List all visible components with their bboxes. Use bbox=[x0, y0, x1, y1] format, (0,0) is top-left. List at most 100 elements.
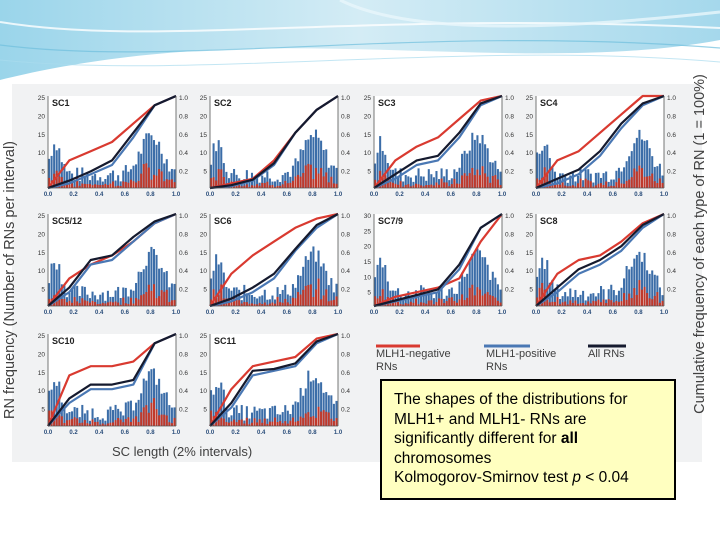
x-tick-label: 0.2 bbox=[69, 310, 78, 316]
histogram-bar-negative bbox=[615, 182, 618, 188]
histogram-bar-negative bbox=[620, 183, 623, 188]
histogram-bar-positive bbox=[394, 290, 397, 306]
histogram-bar-negative bbox=[137, 299, 140, 306]
histogram-bar-positive bbox=[653, 166, 656, 188]
histogram-bar-positive bbox=[124, 287, 127, 306]
histogram-bar-positive bbox=[386, 281, 389, 306]
histogram-bar-negative bbox=[299, 176, 302, 188]
histogram-bar-negative bbox=[124, 303, 127, 306]
histogram-bar-negative bbox=[307, 412, 310, 426]
y2-tick-label: 1.0 bbox=[179, 213, 188, 220]
histogram-bar-positive bbox=[289, 414, 292, 426]
histogram-bar-negative bbox=[317, 406, 320, 426]
histogram-bar-positive bbox=[112, 410, 115, 426]
histogram-bar-positive bbox=[284, 405, 287, 426]
histogram-bar-negative bbox=[106, 185, 109, 188]
histogram-bar-negative bbox=[215, 180, 218, 188]
note-line-5-value: < 0.04 bbox=[580, 469, 629, 486]
histogram-bar-negative bbox=[135, 416, 138, 426]
histogram-bar-positive bbox=[104, 420, 107, 426]
note-line-1: The shapes of the distributions for bbox=[394, 391, 628, 408]
histogram-bar-negative bbox=[635, 171, 638, 188]
histogram-bar-positive bbox=[147, 133, 150, 188]
y-tick-label: 20 bbox=[200, 351, 208, 358]
histogram-bar-positive bbox=[96, 299, 99, 306]
histogram-bar-negative bbox=[541, 177, 544, 188]
histogram-bar-negative bbox=[173, 182, 176, 188]
histogram-bar-negative bbox=[494, 297, 497, 306]
histogram-bar-positive bbox=[499, 171, 502, 188]
histogram-bar-negative bbox=[610, 185, 613, 188]
histogram-bar-positive bbox=[463, 150, 466, 188]
histogram-bar-positive bbox=[543, 145, 546, 188]
histogram-bar-positive bbox=[240, 181, 243, 188]
y2-tick-label: 0.6 bbox=[179, 370, 188, 377]
histogram-bar-negative bbox=[404, 184, 407, 188]
histogram-bar-negative bbox=[332, 299, 335, 306]
histogram-bar-negative bbox=[132, 181, 135, 188]
x-tick-label: 0.6 bbox=[447, 310, 456, 316]
histogram-bar-negative bbox=[243, 301, 246, 306]
y-tick-label: 15 bbox=[200, 132, 208, 139]
histogram-bar-positive bbox=[58, 264, 61, 306]
histogram-bar-positive bbox=[594, 172, 597, 188]
histogram-bar-positive bbox=[651, 270, 654, 306]
x-tick-label: 0.6 bbox=[121, 192, 130, 198]
x-tick-label: 1.0 bbox=[498, 310, 507, 316]
histogram-bar-positive bbox=[76, 407, 79, 426]
y-tick-label: 15 bbox=[526, 132, 534, 139]
histogram-bar-positive bbox=[402, 298, 405, 306]
histogram-bar-negative bbox=[314, 417, 318, 426]
histogram-bar-positive bbox=[302, 395, 305, 426]
histogram-bar-negative bbox=[648, 298, 651, 306]
histogram-bar-positive bbox=[155, 254, 158, 306]
histogram-bar-positive bbox=[658, 287, 661, 306]
histogram-bar-positive bbox=[210, 164, 213, 188]
histogram-bar-negative bbox=[86, 423, 89, 426]
x-tick-label: 0.8 bbox=[146, 310, 155, 316]
y-tick-label: 10 bbox=[364, 150, 372, 157]
histogram-bar-positive bbox=[309, 381, 312, 426]
histogram-bar-positive bbox=[94, 295, 97, 306]
y-tick-label: 15 bbox=[38, 250, 46, 257]
histogram-bar-positive bbox=[248, 418, 251, 426]
histogram-bar-positive bbox=[129, 169, 132, 188]
histogram-bar-negative bbox=[250, 185, 254, 188]
histogram-bar-positive bbox=[384, 154, 387, 188]
histogram-bar-positive bbox=[314, 261, 318, 306]
histogram-bar-positive bbox=[284, 284, 287, 306]
cumulative-line bbox=[209, 213, 339, 308]
legend-all: All RNs bbox=[588, 348, 625, 360]
x-tick-label: 0.4 bbox=[257, 310, 266, 316]
histogram-bar-negative bbox=[117, 185, 120, 188]
histogram-bar-positive bbox=[158, 378, 161, 426]
histogram-bar-positive bbox=[559, 173, 562, 188]
histogram-bar-positive bbox=[499, 289, 502, 306]
histogram-bar-positive bbox=[145, 380, 148, 426]
x-tick-label: 0.2 bbox=[557, 192, 566, 198]
histogram-bar-positive bbox=[623, 278, 626, 306]
histogram-bar-negative bbox=[427, 300, 430, 306]
histogram-bar-positive bbox=[299, 149, 302, 188]
histogram-bar-negative bbox=[648, 176, 651, 188]
histogram-bar-positive bbox=[571, 172, 574, 188]
histogram-bar-positive bbox=[286, 171, 289, 188]
histogram-bar-negative bbox=[468, 173, 471, 188]
histogram-bar-positive bbox=[76, 285, 79, 306]
histogram-bar-negative bbox=[160, 290, 163, 306]
histogram-bar-positive bbox=[320, 382, 323, 426]
histogram-bar-negative bbox=[233, 419, 236, 426]
histogram-bar-negative bbox=[536, 178, 539, 188]
cumulative-line bbox=[47, 212, 177, 307]
histogram-bar-negative bbox=[312, 416, 315, 426]
note-line-2: MLH1+ and MLH1- RNs are bbox=[394, 410, 587, 428]
histogram-bar-positive bbox=[122, 415, 125, 426]
histogram-bar-positive bbox=[256, 298, 259, 306]
histogram-bar-negative bbox=[155, 409, 158, 426]
y2-tick-label: 1.0 bbox=[341, 95, 350, 102]
histogram-bar-negative bbox=[96, 421, 99, 426]
histogram-bar-positive bbox=[71, 288, 74, 306]
histogram-bar-positive bbox=[101, 292, 104, 306]
histogram-bar-negative bbox=[651, 299, 654, 306]
histogram-bar-positive bbox=[91, 175, 94, 188]
